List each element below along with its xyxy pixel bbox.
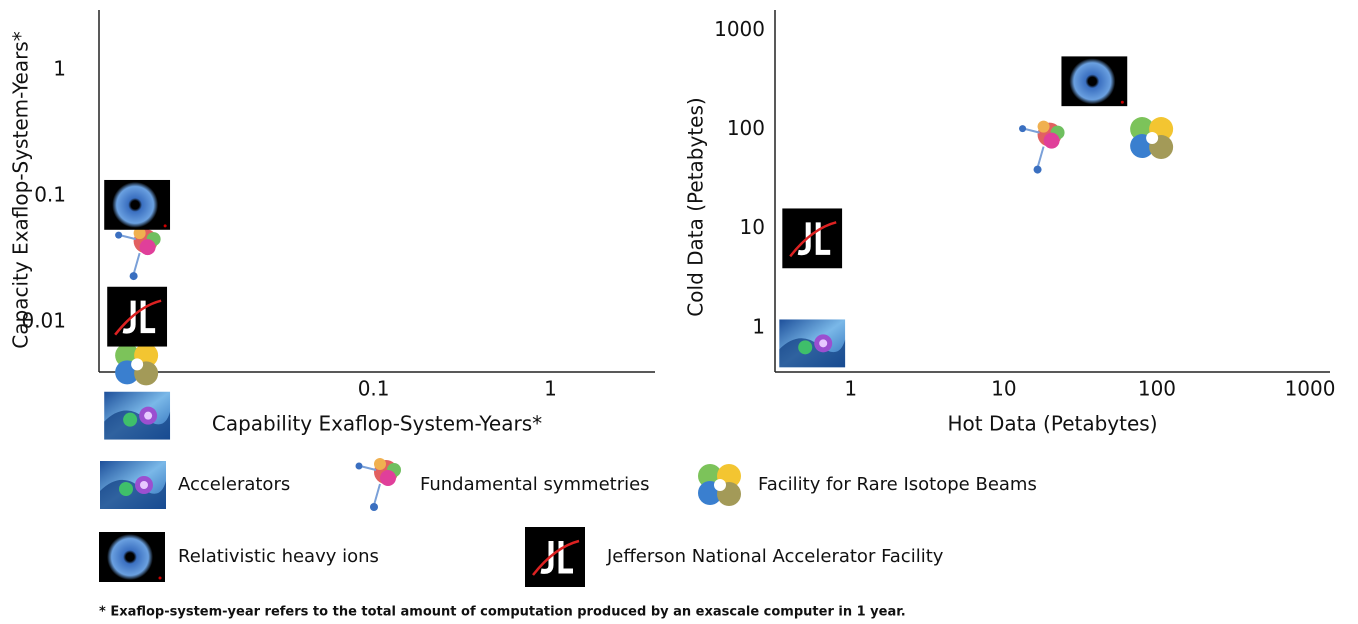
x-tick-label: 1000	[1285, 377, 1336, 401]
footnote: * Exaflop-system-year refers to the tota…	[99, 605, 906, 620]
scatter-point	[782, 208, 842, 268]
x-axis-title: Capability Exaflop-System-Years*	[212, 412, 542, 436]
y-tick-label: 1000	[714, 17, 765, 41]
scatter-point	[779, 319, 846, 368]
legend-icon	[354, 457, 402, 512]
scatter-point	[104, 179, 171, 230]
scatter-point	[114, 226, 162, 282]
y-tick-label: 100	[727, 116, 765, 140]
x-tick-label: 1	[844, 377, 857, 401]
scatter-point	[115, 343, 159, 386]
x-tick-label: 100	[1138, 377, 1176, 401]
x-tick-label: 0.1	[358, 377, 390, 401]
legend-label: Relativistic heavy ions	[178, 546, 379, 567]
legend-label: Jefferson National Accelerator Facility	[606, 546, 944, 567]
legend-icon	[698, 464, 741, 506]
scatter-point	[107, 287, 167, 347]
y-tick-label: 10	[740, 215, 765, 239]
x-tick-label: 1	[544, 377, 557, 401]
legend-icon	[99, 532, 165, 582]
y-tick-label: 0.01	[21, 308, 66, 332]
legend-label: Fundamental symmetries	[420, 474, 650, 495]
legend-icon	[525, 527, 585, 587]
y-axis-title: Capacity Exaflop-System-Years*	[9, 31, 33, 348]
y-axis-title: Cold Data (Petabytes)	[684, 97, 708, 316]
y-tick-label: 1	[752, 314, 765, 338]
legend-icon	[100, 461, 166, 509]
x-tick-label: 10	[991, 377, 1016, 401]
y-tick-label: 0.1	[34, 182, 66, 206]
scatter-point	[1061, 56, 1128, 107]
scatter-point	[1018, 119, 1066, 175]
x-axis-title: Hot Data (Petabytes)	[947, 412, 1157, 436]
legend-label: Accelerators	[178, 474, 290, 495]
scatter-point	[1130, 117, 1174, 160]
scatter-point	[104, 391, 171, 440]
y-tick-label: 1	[53, 57, 66, 81]
legend-label: Facility for Rare Isotope Beams	[758, 474, 1037, 495]
